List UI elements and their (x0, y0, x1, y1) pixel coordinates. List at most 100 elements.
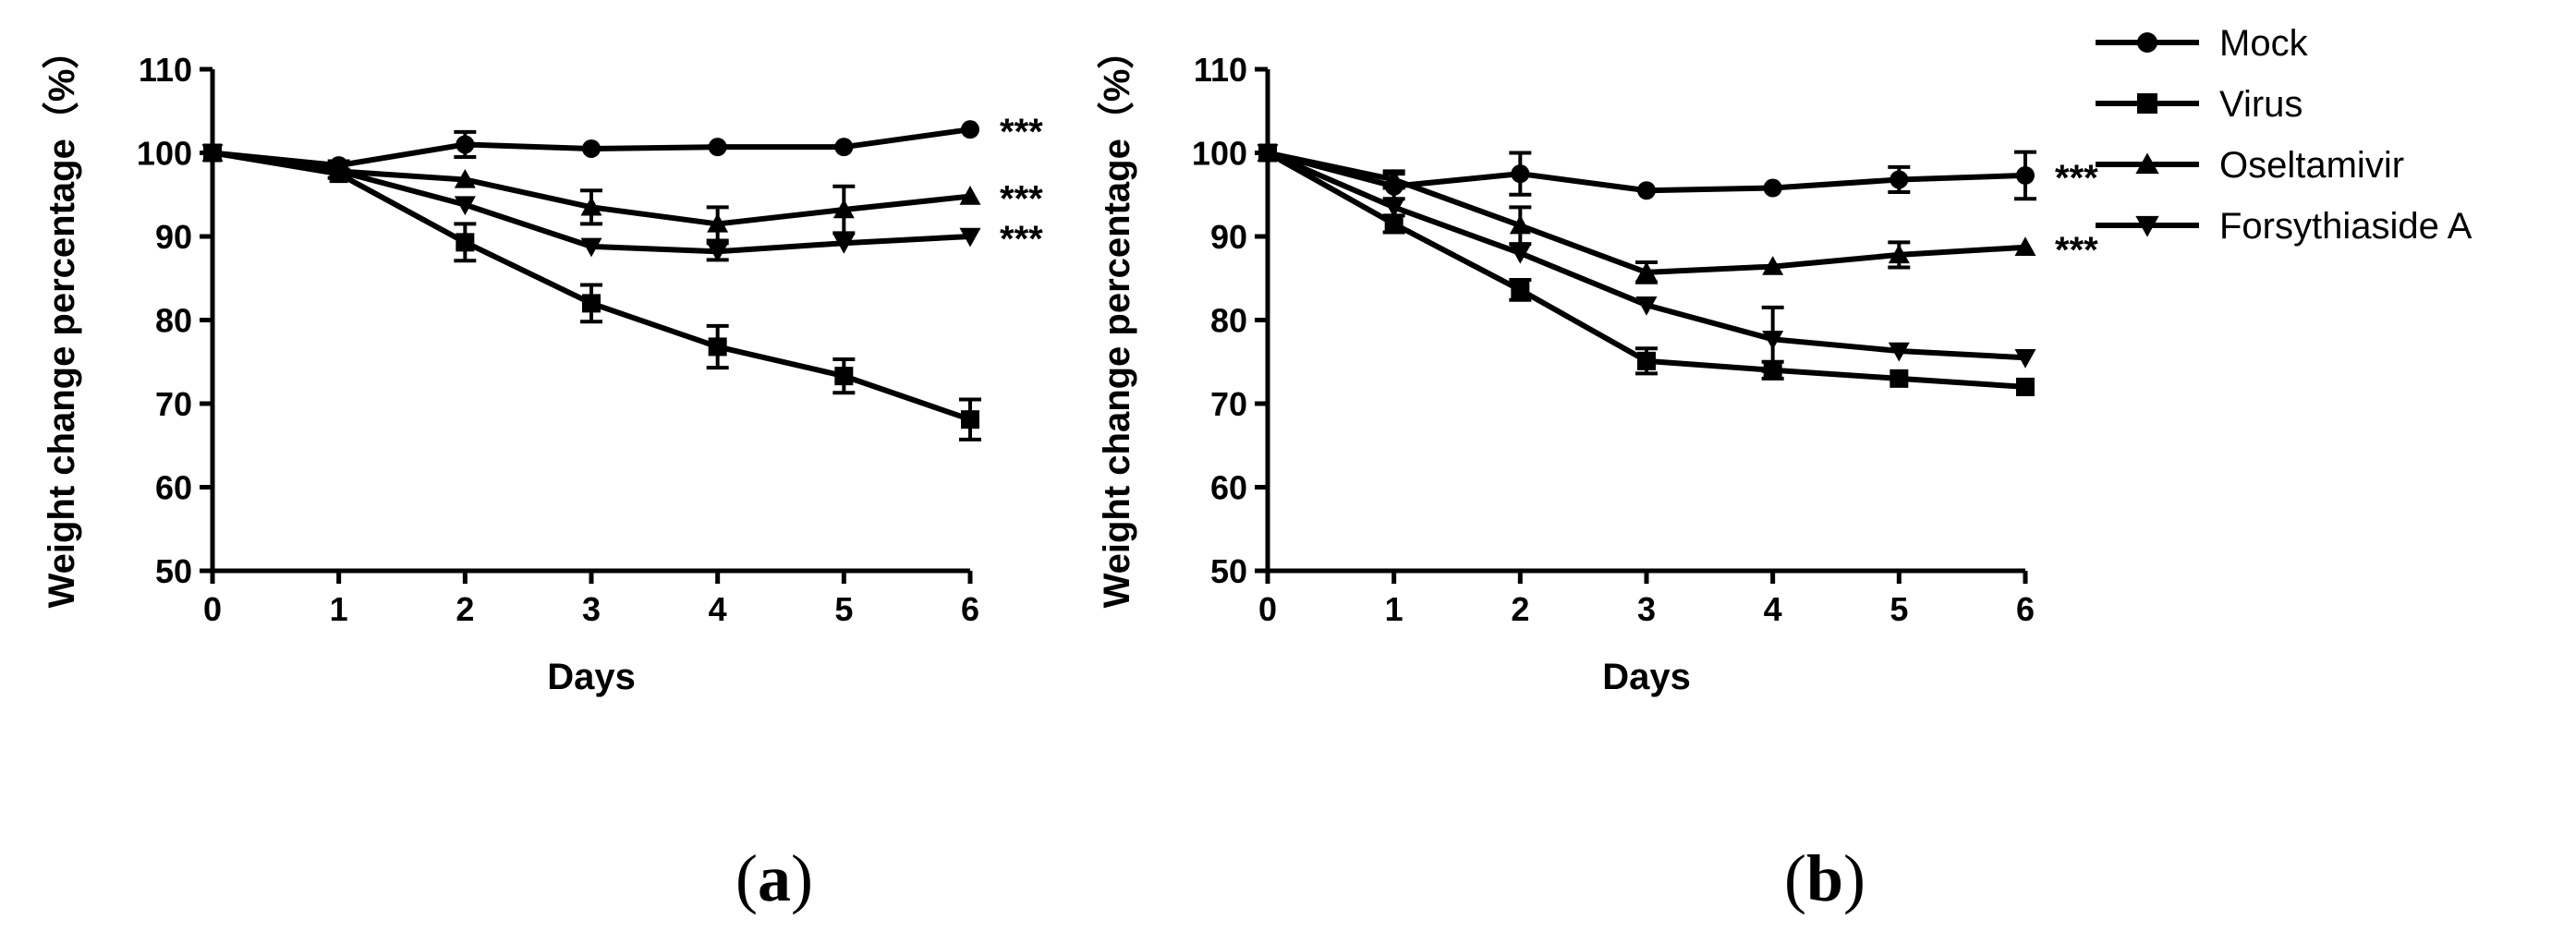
series-forsythiaside-a: *** (201, 144, 1043, 262)
data-point-virus (2016, 377, 2035, 396)
series-virus (203, 143, 981, 441)
y-tick-label: 110 (139, 51, 192, 89)
y-tick-label: 50 (155, 552, 192, 590)
legend-item-mock: Mock (2096, 23, 2309, 64)
significance-annotation: *** (2055, 230, 2098, 271)
series-oseltamivir: *** (201, 142, 1043, 243)
series-forsythiaside-a (1257, 144, 2036, 373)
panel-label-open: ( (1784, 841, 1806, 915)
data-point-mock (708, 138, 727, 157)
y-axis-title: Weight change percentage（%） (42, 32, 82, 609)
x-tick-label: 5 (1889, 590, 1908, 628)
legend-label: Virus (2219, 84, 2303, 125)
data-point-forsythiaside-a (201, 144, 224, 163)
data-point-virus (1384, 214, 1403, 234)
legend-label: Forsythiaside A (2219, 206, 2473, 247)
legend-label: Mock (2219, 23, 2309, 64)
legend-marker (2137, 32, 2157, 53)
chart-panel-b: 50 60 70 80 90 100 110 0 1 2 3 4 5 6 Days Weight change… (1097, 32, 2098, 915)
data-point-virus (456, 233, 475, 252)
data-point-forsythiaside-a (707, 243, 729, 262)
data-point-forsythiaside-a (1762, 331, 1784, 350)
x-tick-label: 2 (456, 590, 474, 628)
y-tick-label: 90 (1210, 218, 1247, 256)
x-tick-label: 5 (834, 590, 853, 628)
data-point-oseltamivir (1888, 244, 1910, 264)
data-point-mock (1889, 170, 1909, 189)
data-point-forsythiaside-a (328, 163, 350, 182)
y-tick-label: 60 (1210, 469, 1247, 507)
x-axis-title: Days (1602, 657, 1691, 697)
panel-label-open: ( (735, 841, 758, 915)
data-point-virus (961, 410, 979, 429)
significance-annotation: *** (1000, 219, 1043, 260)
data-point-forsythiaside-a (1888, 342, 1910, 362)
data-point-oseltamivir (1509, 214, 1531, 235)
x-tick-label: 6 (2016, 590, 2035, 628)
data-point-forsythiaside-a (1257, 144, 1279, 163)
panel-label-close: ) (1843, 841, 1865, 915)
data-point-oseltamivir (1635, 261, 1658, 282)
series-mock: *** (203, 112, 1043, 175)
legend-label: Oseltamivir (2219, 145, 2404, 186)
legend-marker (2135, 152, 2159, 175)
y-tick-label: 100 (137, 135, 192, 173)
significance-annotation: *** (1000, 179, 1043, 220)
legend: Mock Virus Oseltamivir Forsythiaside A (2096, 23, 2473, 247)
x-tick-label: 3 (582, 590, 601, 628)
x-tick-label: 0 (1258, 590, 1277, 628)
data-point-virus (708, 337, 727, 357)
data-point-virus (1889, 369, 1909, 388)
x-tick-label: 4 (1764, 590, 1782, 628)
legend-item-forsythiaside-a: Forsythiaside A (2096, 206, 2473, 247)
data-point-mock (834, 138, 854, 157)
y-tick-label: 70 (155, 385, 192, 423)
legend-marker (2137, 93, 2157, 114)
y-tick-label: 90 (155, 218, 192, 256)
y-tick-label: 80 (155, 302, 192, 340)
data-point-forsythiaside-a (2014, 349, 2036, 369)
series-virus (1258, 143, 2035, 396)
data-point-mock (1763, 178, 1782, 198)
data-point-mock (456, 135, 475, 154)
panel-label: (b) (1784, 841, 1865, 915)
data-point-virus (1511, 280, 1530, 299)
data-point-oseltamivir (1762, 256, 1784, 275)
data-point-forsythiaside-a (1635, 296, 1658, 316)
data-point-mock (1637, 181, 1656, 200)
y-tick-label: 60 (155, 469, 192, 507)
data-point-oseltamivir (707, 212, 729, 233)
y-tick-label: 50 (1210, 552, 1247, 590)
data-point-virus (1637, 351, 1656, 370)
y-tick-label: 80 (1210, 302, 1247, 340)
x-tick-label: 1 (330, 590, 348, 628)
significance-annotation: *** (1000, 112, 1043, 152)
panel-label: (a) (735, 841, 813, 915)
x-tick-label: 2 (1511, 590, 1529, 628)
panel-label-letter: a (758, 841, 791, 915)
data-point-oseltamivir (454, 168, 476, 188)
data-point-forsythiaside-a (454, 196, 476, 216)
data-point-oseltamivir (580, 196, 602, 216)
y-axis-title: Weight change percentage（%） (1097, 32, 1137, 609)
x-tick-label: 1 (1385, 590, 1403, 628)
data-point-mock (582, 139, 601, 158)
y-tick-label: 110 (1194, 51, 1247, 89)
data-point-mock (2016, 165, 2035, 185)
x-tick-label: 3 (1637, 590, 1656, 628)
legend-marker (2135, 215, 2159, 237)
legend-item-oseltamivir: Oseltamivir (2096, 145, 2404, 186)
data-point-forsythiaside-a (580, 237, 602, 258)
x-axis-title: Days (547, 657, 636, 697)
x-tick-label: 4 (709, 590, 727, 628)
data-point-mock (1511, 164, 1530, 184)
data-point-oseltamivir (832, 199, 855, 219)
significance-annotation: *** (2055, 158, 2098, 199)
series-oseltamivir: *** (1257, 142, 2098, 284)
data-point-forsythiaside-a (1509, 244, 1531, 264)
chart-panel-a: 50 60 70 80 90 100 110 0 1 2 3 4 5 6 Days Weight change… (42, 32, 1043, 915)
panel-label-close: ) (791, 841, 813, 915)
data-point-forsythiaside-a (832, 235, 855, 254)
data-point-mock (961, 120, 979, 139)
